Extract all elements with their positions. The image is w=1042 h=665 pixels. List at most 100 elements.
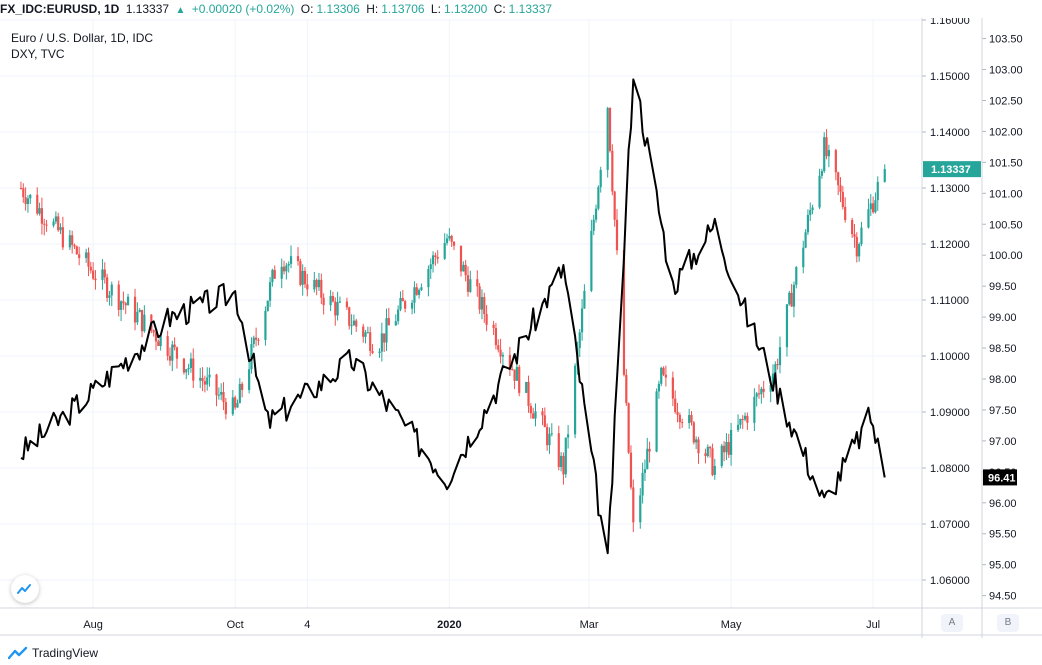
candle-body bbox=[527, 381, 530, 407]
candle-body bbox=[320, 279, 323, 298]
candle-body bbox=[371, 350, 374, 354]
candle-body bbox=[867, 209, 870, 228]
dxy-tick-label: 100.00 bbox=[989, 250, 1023, 262]
candle-body bbox=[296, 256, 300, 262]
candle-body bbox=[676, 411, 679, 415]
compare-series-legend[interactable]: DXY, TVC bbox=[11, 47, 65, 61]
candle-body bbox=[306, 284, 309, 290]
candle-body bbox=[827, 150, 830, 157]
tradingview-badge[interactable] bbox=[11, 575, 39, 603]
candle-body bbox=[313, 279, 316, 290]
candle-body bbox=[126, 296, 130, 306]
candle-body bbox=[695, 439, 698, 443]
candle-body bbox=[364, 332, 367, 337]
candle-body bbox=[411, 302, 414, 309]
candle-body bbox=[334, 301, 337, 316]
dxy-tick-label: 102.50 bbox=[989, 95, 1023, 107]
dxy-tick-label: 101.50 bbox=[989, 157, 1023, 169]
eurusd-last-price: 1.13337 bbox=[931, 164, 971, 176]
candle-body bbox=[366, 332, 369, 334]
candle-body bbox=[45, 224, 48, 226]
candle-body bbox=[171, 344, 174, 361]
candle-body bbox=[399, 298, 402, 310]
candle-body bbox=[117, 284, 120, 310]
candle-body bbox=[52, 221, 55, 226]
candle-body bbox=[355, 320, 358, 327]
eurusd-tick-label: 1.16000 bbox=[930, 18, 970, 27]
eurusd-tick-label: 1.11000 bbox=[930, 295, 969, 307]
candle-body bbox=[776, 364, 779, 366]
candle-body bbox=[757, 393, 761, 395]
eurusd-tick-label: 1.14000 bbox=[930, 127, 970, 139]
main-series-legend[interactable]: Euro / U.S. Dollar, 1D, IDC bbox=[11, 31, 154, 45]
candle-body bbox=[727, 441, 730, 455]
candle-body bbox=[152, 330, 155, 333]
candle-body bbox=[192, 358, 195, 381]
candle-body bbox=[43, 223, 46, 225]
candle-body bbox=[608, 108, 612, 151]
candle-body bbox=[525, 381, 528, 393]
auto-scale-button[interactable]: A bbox=[941, 614, 963, 632]
eurusd-tick-label: 1.12000 bbox=[930, 239, 970, 251]
scale-b-button[interactable]: B bbox=[997, 614, 1019, 632]
candle-body bbox=[564, 437, 567, 475]
candle-body bbox=[189, 358, 193, 369]
dxy-tick-label: 94.50 bbox=[989, 591, 1017, 603]
dxy-tick-label: 98.00 bbox=[989, 374, 1017, 386]
candle-body bbox=[273, 269, 276, 279]
candle-body bbox=[103, 269, 106, 278]
candle-body bbox=[222, 392, 225, 403]
candle-body bbox=[301, 270, 304, 285]
candle-body bbox=[329, 296, 332, 306]
candle-body bbox=[464, 264, 467, 276]
candle-body bbox=[674, 398, 677, 412]
candle-body bbox=[841, 191, 844, 207]
candle-body bbox=[532, 413, 535, 419]
price-chart[interactable]: Aug Oct 4 2020 Mar May Jul 1.16000 1.15000 1.1400… bbox=[0, 18, 1042, 638]
brand-name: TradingView bbox=[32, 646, 99, 660]
candle-body bbox=[820, 171, 823, 176]
low-value: 1.13200 bbox=[443, 2, 488, 16]
candle-body bbox=[853, 234, 856, 237]
dxy-tick-label: 103.50 bbox=[989, 34, 1023, 46]
candle-body bbox=[338, 301, 342, 303]
candle-body bbox=[78, 254, 81, 258]
candle-body bbox=[429, 264, 432, 269]
candle-body bbox=[709, 446, 712, 449]
candle-body bbox=[476, 279, 479, 287]
candle-body bbox=[578, 332, 581, 348]
eurusd-tick-label: 1.09000 bbox=[930, 407, 970, 419]
candle-body bbox=[185, 369, 188, 373]
x-tick-label: 2020 bbox=[437, 619, 461, 631]
candle-body bbox=[466, 275, 470, 292]
candle-body bbox=[231, 397, 234, 415]
symbol-name[interactable]: FX_IDC:EURUSD, 1D bbox=[0, 2, 120, 16]
candle-body bbox=[173, 344, 176, 348]
candle-body bbox=[175, 347, 179, 359]
candle-body bbox=[529, 406, 532, 414]
candle-body bbox=[625, 374, 628, 404]
candle-body bbox=[133, 296, 137, 323]
candle-body bbox=[280, 266, 283, 279]
candle-body bbox=[497, 345, 500, 350]
candle-body bbox=[736, 424, 740, 431]
candle-body bbox=[480, 297, 484, 310]
candle-body bbox=[485, 314, 488, 325]
dxy-line-group bbox=[20, 78, 886, 555]
high-value: 1.13706 bbox=[381, 2, 425, 16]
candle-body bbox=[560, 455, 563, 467]
candle-body bbox=[266, 300, 269, 311]
candle-body bbox=[448, 235, 451, 239]
candle-body bbox=[315, 279, 318, 288]
candle-body bbox=[285, 265, 288, 272]
candle-body bbox=[215, 374, 218, 396]
candle-body bbox=[671, 377, 674, 399]
candle-body bbox=[322, 297, 325, 306]
candle-body bbox=[57, 216, 60, 231]
candle-body bbox=[255, 337, 258, 340]
brand-footer[interactable]: TradingView bbox=[8, 646, 98, 660]
x-tick-label: Aug bbox=[83, 619, 103, 631]
candle-body bbox=[101, 269, 104, 281]
candle-body bbox=[622, 250, 626, 375]
candle-body bbox=[234, 397, 237, 408]
